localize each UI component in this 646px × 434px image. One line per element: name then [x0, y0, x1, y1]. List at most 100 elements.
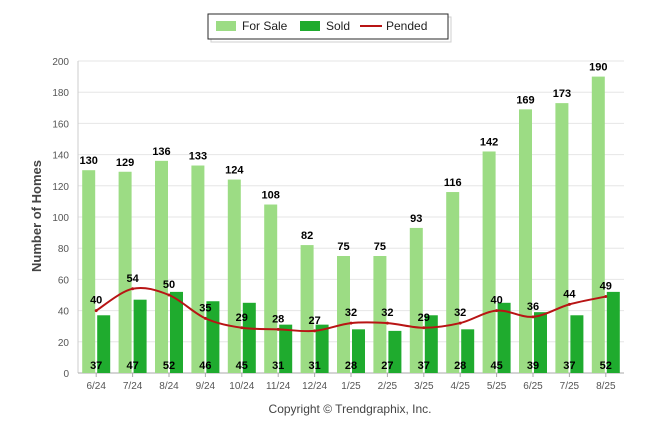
pended-label: 29 [236, 312, 248, 324]
for-sale-label: 75 [374, 241, 386, 253]
sold-label: 37 [563, 360, 575, 372]
y-tick-label: 20 [58, 338, 70, 349]
for-sale-label: 108 [262, 190, 280, 202]
pended-point [458, 321, 462, 325]
sold-bar [242, 302, 256, 373]
x-tick-label: 4/25 [450, 381, 470, 392]
for-sale-bar [482, 151, 496, 373]
x-tick-label: 6/24 [86, 381, 106, 392]
sold-label: 45 [490, 360, 502, 372]
x-tick-label: 3/25 [414, 381, 434, 392]
pended-label: 49 [600, 281, 612, 293]
sold-label: 31 [272, 360, 284, 372]
for-sale-bar [155, 160, 168, 373]
for-sale-bar [264, 204, 278, 373]
bars [82, 76, 620, 374]
sold-label: 27 [381, 360, 393, 372]
data-labels: 130 129 136 133 124 108 82 75 75 93 116 142 169 173 19… [80, 62, 612, 372]
for-sale-label: 173 [553, 88, 571, 100]
x-tick-label: 2/25 [378, 381, 398, 392]
x-tick-label: 6/25 [523, 381, 543, 392]
for-sale-label: 142 [480, 136, 498, 148]
for-sale-label: 82 [301, 230, 313, 242]
x-tick-label: 7/25 [560, 381, 580, 392]
pended-point [604, 295, 608, 299]
pended-label: 27 [308, 315, 320, 327]
for-sale-bar [300, 245, 314, 373]
y-tick-label: 80 [58, 244, 70, 255]
sold-bar [279, 324, 293, 373]
for-sale-bar [118, 171, 132, 373]
sold-label: 37 [418, 360, 430, 372]
legend-label: For Sale [242, 19, 288, 33]
legend-label: Pended [386, 19, 427, 33]
pended-label: 28 [272, 313, 284, 325]
for-sale-bar [82, 170, 96, 373]
pended-point [313, 329, 317, 333]
x-tick-label: 7/24 [123, 381, 143, 392]
for-sale-bar [446, 192, 460, 373]
for-sale-label: 130 [80, 155, 98, 167]
sold-label: 37 [90, 360, 102, 372]
y-tick-label: 100 [52, 213, 69, 224]
pended-point [94, 309, 98, 313]
sold-label: 45 [236, 360, 248, 372]
pended-point [240, 326, 244, 330]
pended-line [94, 286, 608, 333]
for-sale-label: 75 [337, 241, 349, 253]
pended-label: 54 [126, 273, 139, 285]
for-sale-bar [227, 179, 241, 373]
pended-point [385, 321, 389, 325]
pended-point [349, 321, 353, 325]
sold-label: 52 [600, 360, 612, 372]
sold-label: 46 [199, 360, 211, 372]
legend-label: Sold [326, 19, 350, 33]
for-sale-label: 190 [589, 62, 607, 74]
pended-point [531, 315, 535, 319]
pended-label: 40 [90, 295, 102, 307]
sold-bar [97, 315, 111, 373]
sold-bar [352, 329, 365, 373]
pended-label: 36 [527, 301, 539, 313]
sold-label: 28 [345, 360, 357, 372]
legend-swatch [300, 21, 320, 31]
sold-label: 28 [454, 360, 466, 372]
for-sale-bar [555, 103, 569, 374]
x-tick-label: 8/24 [159, 381, 179, 392]
pended-label: 29 [418, 312, 430, 324]
for-sale-label: 133 [189, 151, 207, 163]
y-tick-label: 60 [58, 275, 70, 286]
y-tick-label: 0 [63, 369, 69, 380]
for-sale-label: 169 [516, 94, 534, 106]
pended-point [276, 327, 280, 331]
sold-label: 39 [527, 360, 539, 372]
sold-bar [388, 330, 402, 373]
sold-bar [170, 291, 183, 373]
y-tick-label: 140 [52, 151, 69, 162]
legend-swatch [216, 21, 236, 31]
sold-bar [315, 324, 329, 373]
x-tick-label: 9/24 [196, 381, 216, 392]
sold-bar [133, 299, 147, 373]
copyright-text: Copyright © Trendgraphix, Inc. [269, 402, 432, 416]
sold-label: 31 [308, 360, 320, 372]
pended-label: 32 [381, 307, 393, 319]
for-sale-bar [337, 256, 350, 373]
y-tick-label: 120 [52, 182, 69, 193]
sold-bar [424, 315, 438, 373]
for-sale-label: 124 [225, 165, 244, 177]
x-tick-label: 1/25 [341, 381, 361, 392]
sold-bar [497, 302, 511, 373]
pended-point [131, 287, 135, 291]
pended-point [567, 302, 571, 306]
y-tick-label: 200 [52, 57, 69, 68]
sold-bar [570, 315, 584, 373]
x-tick-label: 12/24 [302, 381, 327, 392]
legend-frame [207, 13, 449, 40]
sold-bar [534, 312, 547, 373]
sold-bar [606, 291, 620, 373]
x-tick-label: 10/24 [229, 381, 254, 392]
sold-label: 52 [163, 360, 175, 372]
